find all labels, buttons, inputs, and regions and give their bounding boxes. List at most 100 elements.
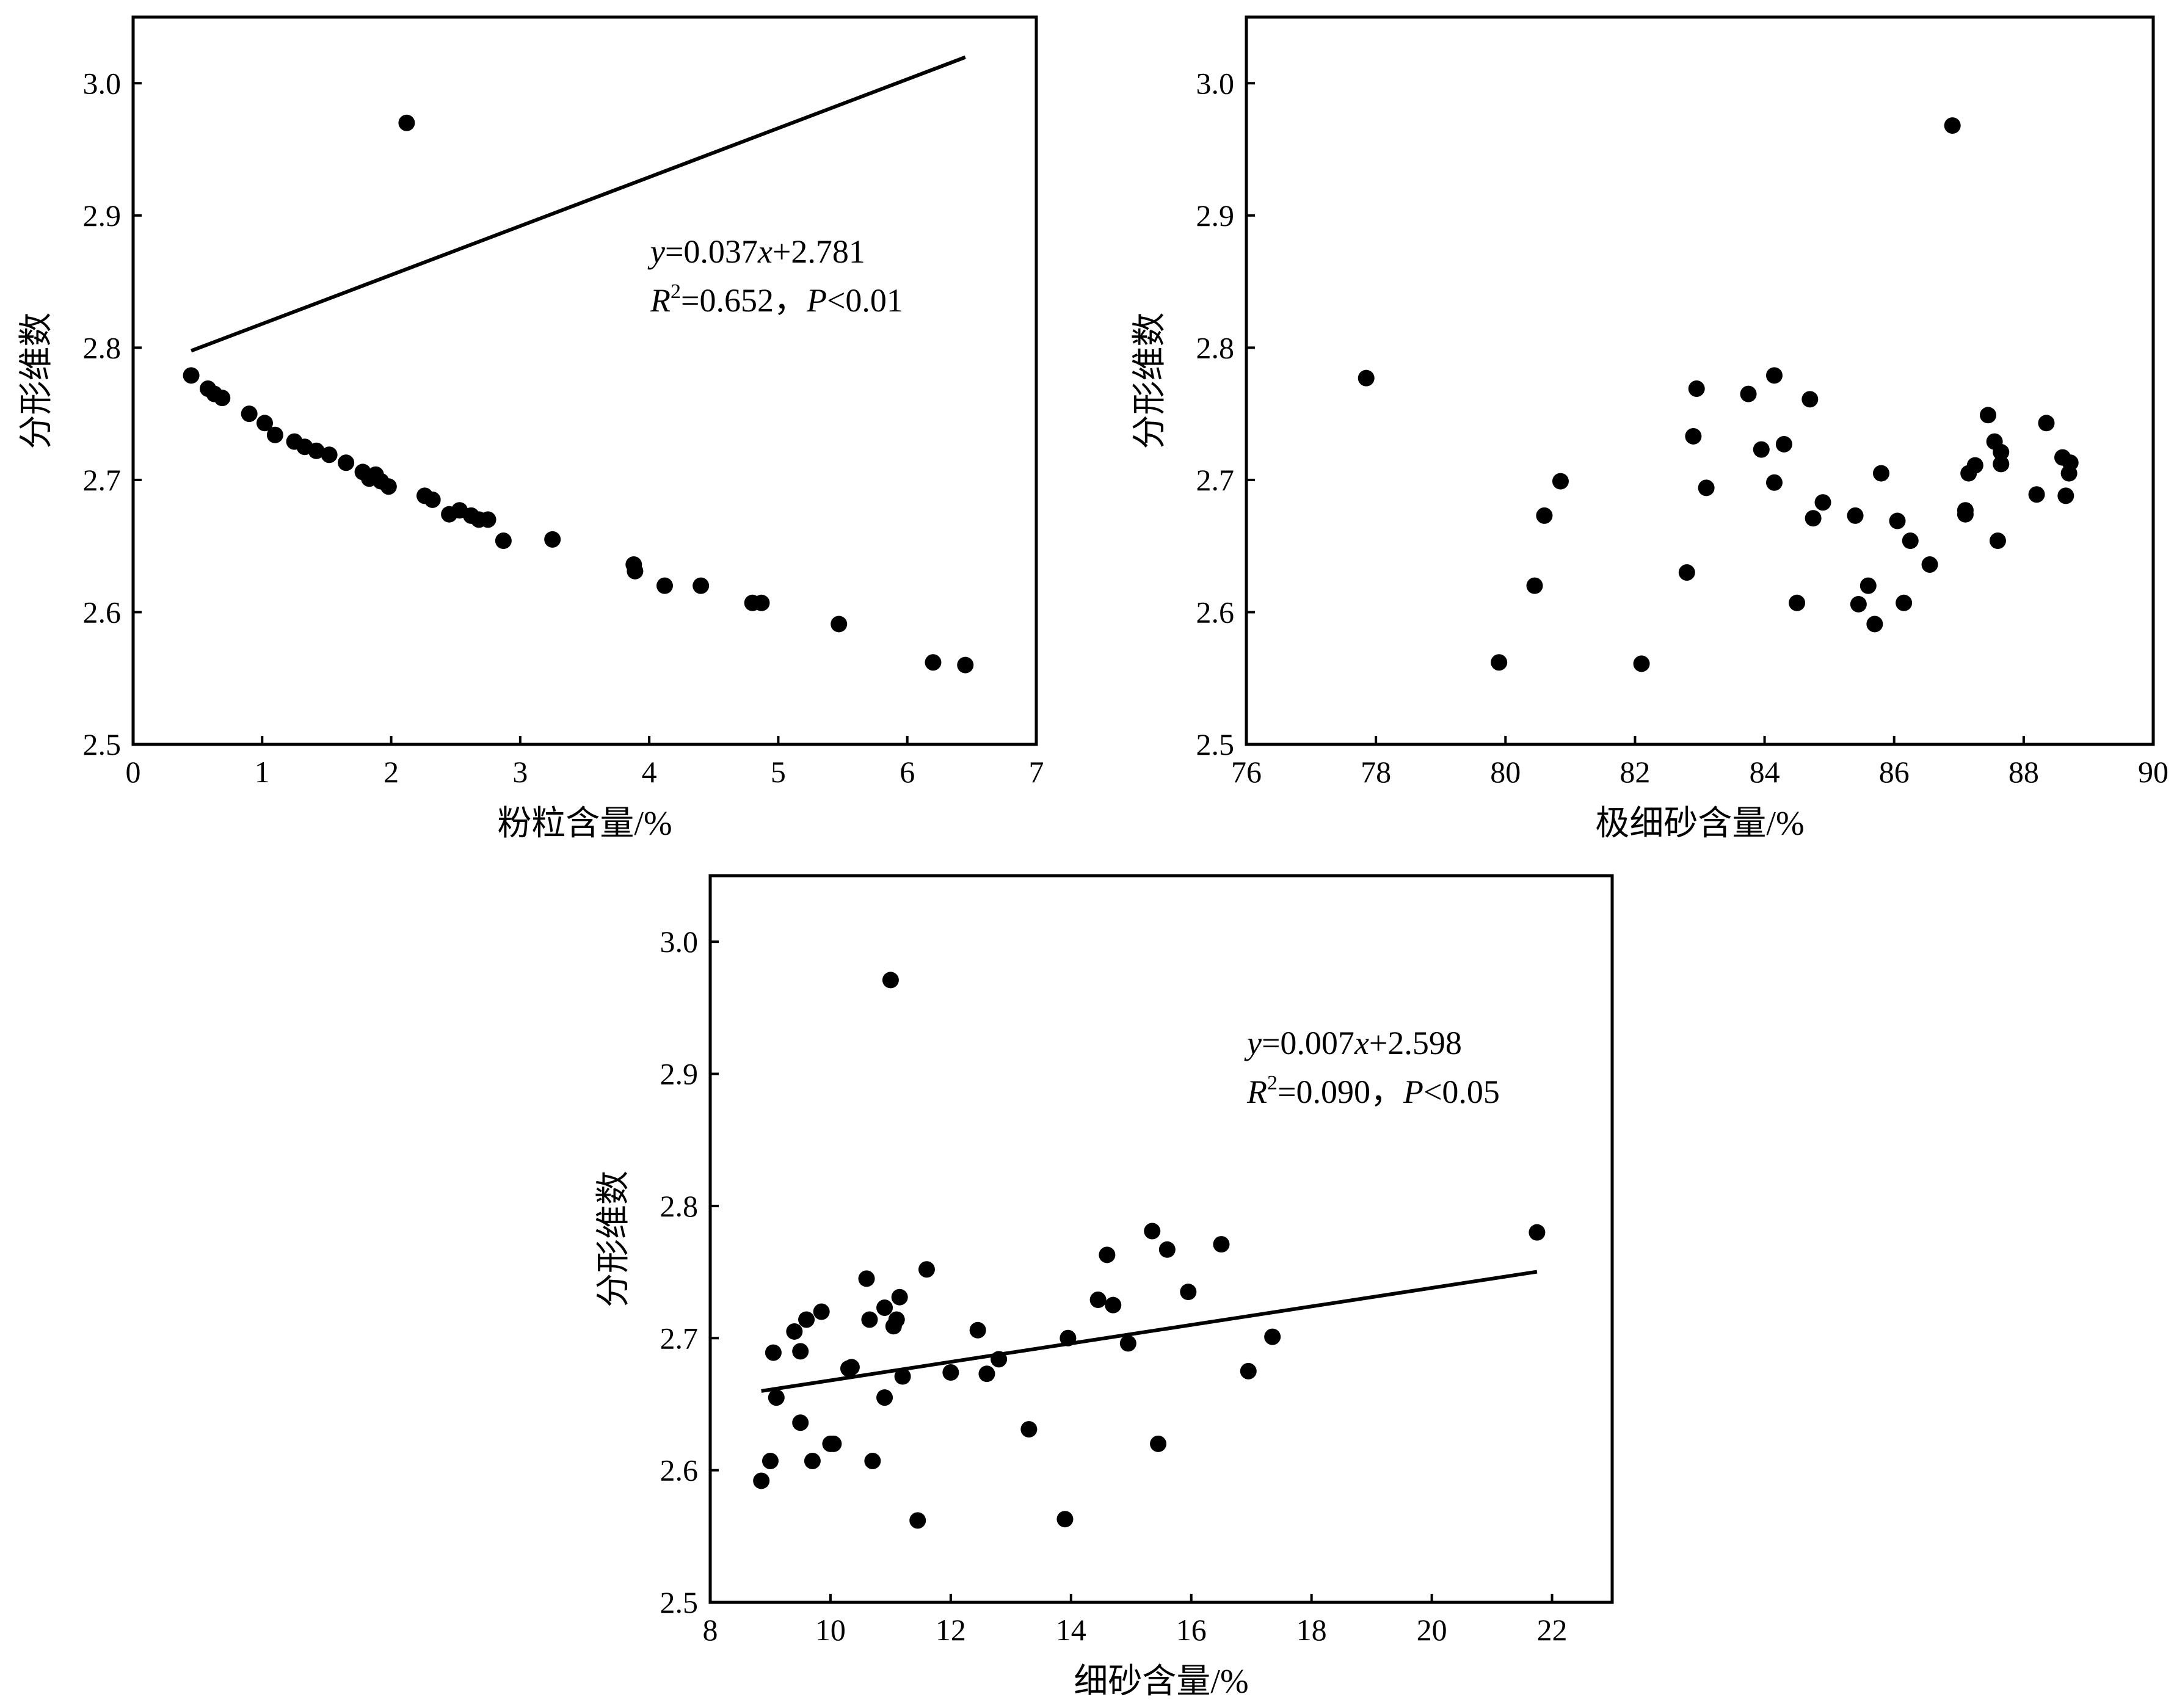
data-point <box>753 1472 770 1489</box>
data-point <box>2028 486 2045 503</box>
y-tick-label: 3.0 <box>83 66 122 100</box>
y-tick-label: 2.7 <box>83 463 122 497</box>
y-tick-label: 2.7 <box>1196 463 1235 497</box>
data-point <box>1866 616 1883 633</box>
data-point <box>1089 1292 1107 1309</box>
data-point <box>1860 577 1877 594</box>
x-tick-label: 2 <box>384 755 399 789</box>
data-point <box>1847 507 1864 524</box>
data-point <box>1240 1362 1257 1379</box>
data-point <box>957 656 974 674</box>
y-tick-label: 2.8 <box>83 330 122 365</box>
data-point <box>1536 507 1553 524</box>
chart-very-fine-sand: 76 78 80 82 84 86 88 90 2.5 2.6 2.7 2.8 2.9 3.0 极细砂含量/… <box>1131 15 2169 843</box>
y-tick-label: 2.6 <box>1196 595 1235 629</box>
data-point <box>183 367 200 384</box>
y-tick-label: 2.8 <box>1196 330 1235 365</box>
data-point <box>398 114 415 131</box>
data-point <box>1765 474 1783 491</box>
data-point <box>1850 595 1867 612</box>
x-tick-label: 80 <box>1490 755 1521 789</box>
data-point <box>1678 564 1695 581</box>
data-point <box>2038 415 2055 432</box>
data-point <box>1805 510 1822 527</box>
y-tick-label: 2.9 <box>83 198 122 233</box>
x-tick-label: 10 <box>815 1613 846 1647</box>
data-point <box>1873 465 1889 482</box>
data-point <box>843 1359 860 1376</box>
data-point <box>214 390 231 407</box>
data-point <box>858 1270 875 1287</box>
data-point <box>1989 532 2006 550</box>
data-point <box>1056 1511 1074 1528</box>
y-tick-label: 2.5 <box>660 1585 699 1619</box>
x-tick-label: 0 <box>126 755 141 789</box>
data-point <box>894 1368 911 1385</box>
x-tick-label: 7 <box>1029 755 1044 789</box>
x-axis-title: 细砂含量/% <box>1074 1663 1248 1701</box>
data-point <box>1753 441 1770 458</box>
x-tick-label: 16 <box>1176 1613 1207 1647</box>
data-point <box>888 1311 905 1328</box>
data-point <box>1789 594 1806 611</box>
data-point <box>1685 427 1702 445</box>
data-point <box>693 577 710 594</box>
data-point <box>925 654 942 671</box>
data-point <box>1698 479 1715 496</box>
regression-line <box>761 1270 1538 1393</box>
x-axis-title: 极细砂含量/% <box>1595 805 1804 843</box>
data-point <box>991 1351 1008 1368</box>
data-point <box>825 1435 842 1452</box>
data-point <box>1633 655 1650 672</box>
data-point <box>918 1261 935 1278</box>
data-point <box>495 532 512 550</box>
data-point <box>1740 385 1757 402</box>
x-tick-label: 8 <box>703 1613 718 1647</box>
data-point <box>1993 456 2010 473</box>
x-tick-label: 6 <box>900 755 915 789</box>
data-point <box>1814 494 1831 511</box>
data-point <box>2062 454 2079 471</box>
x-tick-label: 12 <box>936 1613 966 1647</box>
data-point <box>1688 380 1705 397</box>
data-point <box>831 616 848 633</box>
data-point <box>380 478 397 495</box>
chart-silt: 0 1 2 3 4 5 6 7 2.5 2.6 2.7 2.8 2.9 3.0 粉粒含量/% 分形维数 y=0.… <box>18 15 1044 843</box>
data-point <box>1902 532 1919 550</box>
x-tick-label: 78 <box>1361 755 1391 789</box>
x-tick-label: 86 <box>1879 755 1910 789</box>
data-point <box>765 1344 782 1361</box>
data-point <box>798 1311 815 1328</box>
data-point <box>1150 1435 1167 1452</box>
data-point <box>876 1299 893 1317</box>
data-point <box>1966 457 1983 474</box>
x-tick-label: 82 <box>1620 755 1650 789</box>
data-point <box>2057 487 2074 504</box>
data-point <box>627 562 644 580</box>
data-point <box>256 415 274 432</box>
regression-equation: y=0.037x+2.781 <box>647 233 865 270</box>
data-point <box>1957 506 1974 523</box>
data-point <box>1158 1241 1176 1258</box>
data-point <box>656 577 673 594</box>
data-point <box>1801 391 1819 408</box>
data-point <box>1993 443 2010 460</box>
x-tick-label: 3 <box>512 755 528 789</box>
y-tick-label: 2.5 <box>1196 727 1235 761</box>
y-tick-label: 2.7 <box>660 1321 699 1355</box>
data-point <box>1980 407 1997 424</box>
plot-frame <box>131 15 1038 746</box>
data-point <box>1180 1284 1197 1301</box>
data-point <box>241 405 258 423</box>
data-point <box>266 426 283 443</box>
data-point <box>792 1414 809 1431</box>
y-tick-label: 2.9 <box>1196 198 1235 233</box>
y-tick-label: 2.9 <box>660 1057 699 1091</box>
data-point <box>1119 1335 1136 1352</box>
x-tick-label: 1 <box>255 755 270 789</box>
data-point <box>321 446 338 463</box>
regression-equation: y=0.007x+2.598 <box>1244 1025 1462 1061</box>
data-point <box>969 1321 986 1339</box>
data-point <box>1889 512 1906 529</box>
